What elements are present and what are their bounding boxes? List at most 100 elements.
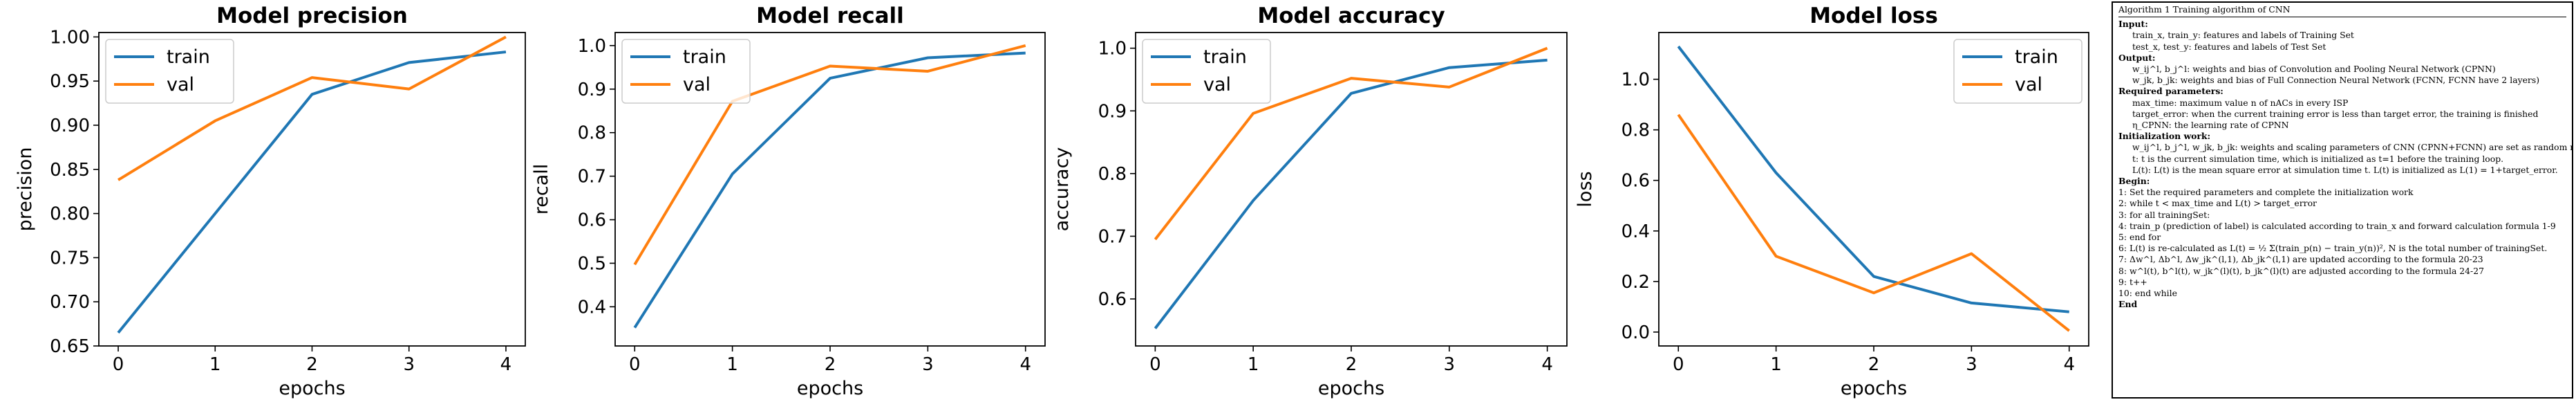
series-line-val — [633, 44, 1026, 266]
plot-frame — [614, 32, 1046, 347]
series-line-val — [117, 35, 507, 181]
y-tick-label: 1.0 — [578, 36, 606, 57]
y-tick-label: 0.2 — [1621, 272, 1650, 293]
algorithm-line: 4: train_p (prediction of label) is calc… — [2118, 220, 2556, 231]
y-tick-label: 0.9 — [578, 80, 606, 100]
series-line-val — [1154, 46, 1548, 241]
plot-frame — [1658, 32, 2089, 347]
y-tick-label: 0.7 — [578, 167, 606, 188]
algorithm-line: 7: Δw^l, Δb^l, Δw_jk^(l,1), Δb_jk^(l,1) … — [2118, 254, 2483, 265]
legend-label: val — [683, 74, 711, 95]
x-tick-label: 2 — [1346, 354, 1357, 375]
algorithm-line: 9: t++ — [2118, 276, 2147, 287]
y-tick-label: 0.80 — [50, 204, 90, 225]
y-tick-label: 0.4 — [1621, 221, 1650, 242]
chart-1: Model recall 0 1 2 3 4 0.4 0.5 0.6 0.7 0.8 0.9 1.0 ep… — [531, 3, 1046, 399]
y-tick-label: 0.0 — [1621, 322, 1650, 343]
algorithm-title: Algorithm 1 Training algorithm of CNN — [2118, 4, 2566, 18]
series-line-train — [1154, 58, 1548, 329]
algorithm-line: 6: L(t) is re-calculated as L(t) = ½ Σ(t… — [2118, 243, 2548, 254]
x-axis-label: epochs — [279, 378, 345, 399]
chart-2: Model accuracy 0 1 2 3 4 0.6 0.7 0.8 0.9 1.0 epochs… — [1051, 3, 1568, 399]
x-tick-label: 3 — [1444, 354, 1456, 375]
algorithm-line: 10: end while — [2118, 288, 2177, 299]
y-tick-label: 0.8 — [578, 123, 606, 144]
y-tick-label: 0.6 — [1621, 171, 1650, 192]
x-tick-label: 4 — [1541, 354, 1553, 375]
algorithm-line: w_ij^l, b_j^l, w_jk, b_jk: weights and s… — [2132, 142, 2573, 153]
algorithm-line: train_x, train_y: features and labels of… — [2132, 30, 2354, 41]
x-tick-label: 3 — [1966, 354, 1977, 375]
x-tick-label: 0 — [1673, 354, 1684, 375]
y-tick-label: 0.8 — [1098, 164, 1127, 185]
y-axis-label: accuracy — [1051, 147, 1073, 232]
x-tick-label: 2 — [825, 354, 836, 375]
legend-label: val — [167, 74, 194, 95]
x-tick-label: 2 — [306, 354, 318, 375]
algorithm-line: target_error: when the current training … — [2132, 108, 2539, 119]
algorithm-line: Output: — [2118, 52, 2156, 63]
algorithm-line: L(t): L(t) is the mean square error at s… — [2132, 164, 2558, 175]
x-tick-label: 4 — [1019, 354, 1031, 375]
x-tick-label: 1 — [1248, 354, 1259, 375]
plot-frame — [1135, 32, 1568, 347]
legend-label: train — [167, 46, 210, 68]
y-tick-label: 0.95 — [50, 71, 90, 92]
algorithm-line: η_CPNN: the learning rate of CPNN — [2132, 120, 2289, 131]
x-axis-label: epochs — [1841, 378, 1907, 399]
algorithm-line: Required parameters: — [2118, 86, 2224, 97]
legend-label: val — [2015, 74, 2042, 95]
algorithm-line: 1: Set the required parameters and compl… — [2118, 187, 2414, 198]
legend-label: train — [1203, 46, 1247, 68]
x-tick-label: 3 — [403, 354, 415, 375]
algorithm-line: 2: while t < max_time and L(t) > target_… — [2118, 198, 2317, 209]
series-line-train — [1677, 45, 2069, 313]
chart-title: Model accuracy — [1257, 3, 1445, 28]
x-axis-label: epochs — [797, 378, 863, 399]
algorithm-line: 8: w^l(t), b^l(t), w_jk^(l)(t), b_jk^(l)… — [2118, 265, 2485, 276]
y-tick-label: 0.7 — [1098, 226, 1127, 247]
y-tick-label: 0.90 — [50, 116, 90, 136]
algorithm-line: t: t is the current simulation time, whi… — [2132, 153, 2504, 164]
algorithm-line: Begin: — [2118, 176, 2150, 187]
x-tick-label: 1 — [726, 354, 738, 375]
y-tick-label: 0.8 — [1621, 120, 1650, 141]
plot-frame — [98, 32, 526, 347]
algorithm-line: Input: — [2118, 19, 2148, 30]
y-tick-label: 0.70 — [50, 292, 90, 313]
series-line-train — [633, 51, 1026, 329]
y-tick-label: 1.00 — [50, 27, 90, 48]
y-axis-label: loss — [1574, 171, 1596, 207]
algorithm-line: w_jk, b_jk: weights and bias of Full Con… — [2132, 75, 2540, 86]
y-tick-label: 0.65 — [50, 336, 90, 357]
legend-label: val — [1203, 74, 1231, 95]
y-tick-label: 1.0 — [1098, 39, 1127, 60]
series-line-val — [1677, 113, 2070, 332]
y-tick-label: 1.0 — [1621, 70, 1650, 91]
x-tick-label: 2 — [1868, 354, 1880, 375]
chart-title: Model precision — [216, 3, 408, 28]
algorithm-line: 3: for all trainingSet: — [2118, 209, 2210, 220]
x-tick-label: 4 — [500, 354, 512, 375]
x-tick-label: 1 — [209, 354, 221, 375]
chart-0: Model precision 0 1 2 3 4 0.65 0.70 0.75 0.80 0.85… — [15, 3, 526, 399]
y-tick-label: 0.4 — [578, 297, 606, 318]
y-axis-label: precision — [15, 147, 36, 232]
y-tick-label: 0.6 — [1098, 289, 1127, 310]
x-tick-label: 0 — [113, 354, 124, 375]
y-tick-label: 0.6 — [578, 210, 606, 231]
chart-3: Model loss 0 1 2 3 4 0.0 0.2 0.4 0.6 0.8 1.0 epochs l… — [1574, 3, 2089, 399]
x-tick-label: 4 — [2063, 354, 2075, 375]
x-axis-label: epochs — [1318, 378, 1384, 399]
x-tick-label: 1 — [1770, 354, 1782, 375]
x-tick-label: 0 — [1149, 354, 1161, 375]
series-line-train — [117, 51, 507, 334]
algorithm-lines: Input: train_x, train_y: features and lab… — [2118, 19, 2573, 310]
algorithm-line: Initialization work: — [2118, 131, 2211, 142]
y-axis-label: recall — [531, 164, 552, 215]
algorithm-line: max_time: maximum value n of nACs in eve… — [2132, 97, 2349, 108]
x-tick-label: 0 — [629, 354, 641, 375]
chart-title: Model loss — [1809, 3, 1938, 28]
y-tick-label: 0.9 — [1098, 101, 1127, 122]
